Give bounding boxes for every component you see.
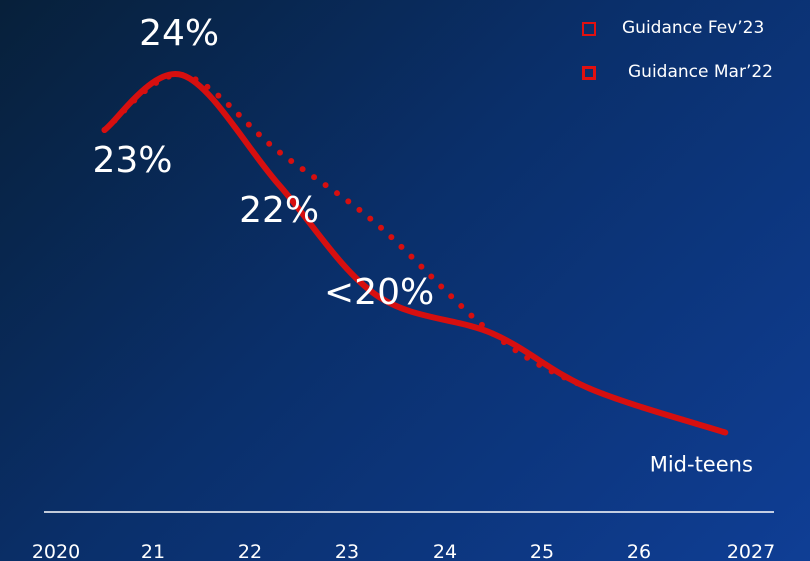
x-tick-label: 24 — [433, 541, 457, 561]
data-label: 24% — [139, 13, 219, 54]
legend-label: Guidance Fev’23 — [622, 18, 765, 38]
x-tick-label: 21 — [141, 541, 165, 561]
data-label: Mid-teens — [650, 453, 753, 477]
x-tick-label: 2020 — [32, 541, 80, 561]
x-tick-label: 25 — [530, 541, 554, 561]
series-line-guidance-mar22 — [101, 71, 729, 436]
series-layer — [101, 71, 729, 436]
data-label: 23% — [92, 140, 172, 181]
x-tick-label: 22 — [238, 541, 262, 561]
x-tick-label: 2027 — [727, 541, 775, 561]
legend-swatch-dotted — [582, 66, 596, 80]
legend-swatch-solid — [582, 22, 596, 36]
data-label: <20% — [324, 272, 434, 313]
annotation-layer: 23% 24% 22%<20% Mid-teens — [92, 13, 752, 477]
data-label: 22% — [239, 190, 319, 231]
x-tick-labels: 2020 21 22 23 24 25 26 2027 — [32, 541, 775, 561]
legend-label: Guidance Mar’22 — [628, 62, 773, 82]
series-line-guidance-fev23 — [101, 71, 729, 436]
x-tick-label: 26 — [627, 541, 651, 561]
x-tick-label: 23 — [335, 541, 359, 561]
